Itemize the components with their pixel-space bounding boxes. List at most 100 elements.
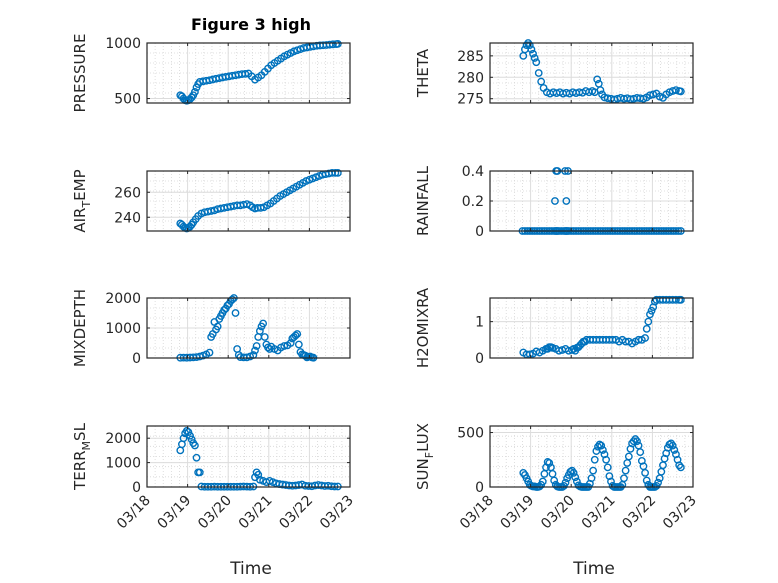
data-point [525, 41, 534, 50]
data-point [646, 310, 654, 319]
data-point [186, 431, 194, 440]
data-point [333, 39, 342, 48]
x-tick-label: 03/20 [195, 493, 235, 533]
y-tick-label: 1 [475, 315, 484, 331]
data-point [195, 468, 204, 477]
x-tick-label: 03/19 [155, 493, 195, 533]
data-series [519, 39, 685, 104]
y-tick-label: 0 [132, 480, 141, 496]
data-point [527, 45, 536, 54]
data-point [562, 197, 571, 205]
data-point [191, 441, 199, 450]
y-tick-label: 500 [457, 426, 484, 442]
figure-title: Figure 3 high [191, 15, 311, 34]
data-point [649, 90, 658, 99]
subplot-5: 0 1000 2000 MIXDEPTH [71, 289, 351, 367]
data-point [641, 334, 649, 342]
y-tick-label: 275 [457, 92, 484, 108]
y-tick-label: 1000 [105, 36, 141, 52]
axes-box [146, 425, 351, 488]
data-point [286, 339, 295, 347]
y-axis-label: THETA [414, 48, 432, 98]
data-point [581, 337, 589, 346]
y-axis-label: MIXDEPTH [71, 289, 89, 367]
data-point [644, 317, 653, 326]
data-point [620, 474, 628, 483]
data-point [636, 448, 645, 457]
y-axis-label: PRESSURE [71, 34, 89, 113]
x-tick-label: 03/22 [619, 493, 659, 533]
data-point [205, 348, 214, 357]
data-point [195, 352, 204, 361]
y-tick-label: 0.4 [462, 164, 484, 180]
data-point [589, 466, 598, 475]
data-point [532, 58, 541, 67]
data-point [333, 168, 342, 177]
data-point [241, 69, 250, 78]
axes-box [489, 425, 694, 488]
data-point [676, 463, 685, 472]
subplot-4: 0 0.2 0.4 RAINFALL [414, 164, 694, 240]
y-tick-label: 2000 [105, 291, 141, 307]
data-point [291, 331, 300, 340]
data-point [672, 86, 680, 95]
data-point [280, 342, 289, 350]
data-point [255, 327, 264, 335]
data-point [293, 330, 302, 338]
data-point [328, 168, 337, 177]
data-point [537, 77, 546, 86]
data-point [534, 69, 543, 77]
axes-box [489, 297, 694, 359]
data-point [676, 87, 685, 96]
axes-box [146, 42, 351, 104]
data-series [176, 426, 342, 491]
data-point [647, 306, 656, 315]
x-tick-label: 03/22 [276, 493, 316, 533]
y-tick-label: 285 [457, 49, 484, 65]
y-tick-label: 0 [475, 224, 484, 240]
data-point [192, 453, 201, 462]
data-point [545, 459, 554, 467]
data-point [676, 295, 685, 304]
data-point [252, 342, 261, 350]
data-point [329, 40, 337, 49]
data-point [593, 75, 602, 84]
y-tick-label: 0.2 [462, 194, 484, 210]
subplot-3: 240 260 AIRTEMP [71, 168, 351, 233]
data-series [519, 295, 685, 359]
data-point [251, 346, 259, 355]
data-point [254, 470, 263, 479]
data-point [597, 441, 606, 450]
subplot-2: 275 280 285 THETA [414, 39, 694, 108]
grid [490, 298, 693, 359]
data-point [187, 435, 196, 444]
y-tick-label: 1000 [105, 321, 141, 337]
data-point [529, 49, 537, 58]
subplot-1: 500 1000 PRESSURE [71, 34, 351, 113]
x-tick-label: 03/20 [538, 493, 578, 533]
subplot-6: 0 1 H2OMIXRA [414, 287, 694, 368]
data-series [176, 168, 342, 233]
data-point [621, 466, 630, 475]
data-point [184, 428, 193, 436]
data-point [259, 319, 268, 328]
data-point [670, 446, 679, 454]
y-tick-label: 500 [114, 92, 141, 108]
data-point [633, 437, 641, 446]
data-point [179, 434, 188, 443]
data-point [596, 86, 605, 95]
axes-box [489, 42, 694, 104]
data-point [228, 295, 237, 304]
data-point [550, 476, 559, 485]
y-axis-label: RAINFALL [414, 165, 432, 236]
y-axis-label: AIRTEMP [71, 169, 93, 232]
data-point [569, 468, 578, 477]
data-point [331, 168, 340, 177]
data-point [642, 325, 651, 333]
y-axis-label: SUNFLUX [414, 423, 436, 490]
data-point [654, 478, 662, 487]
y-tick-label: 280 [457, 70, 484, 86]
y-axis-label: TERRMSL [71, 422, 93, 491]
xlabel-left: Time [229, 559, 272, 579]
data-series [176, 39, 342, 105]
